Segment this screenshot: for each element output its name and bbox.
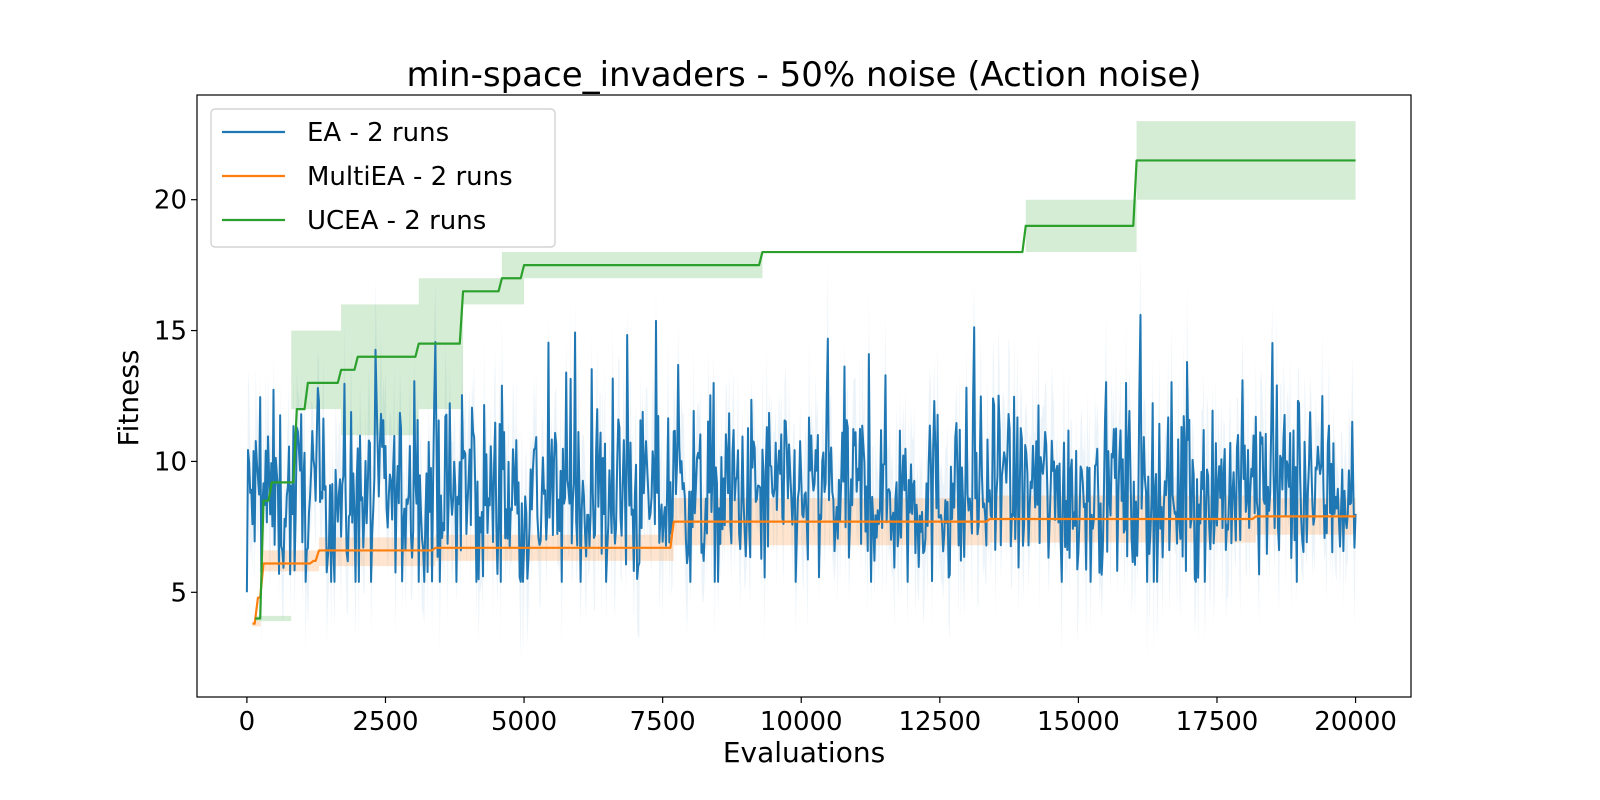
x-tick-label: 2500 [352, 707, 418, 737]
ucea-2-runs-band [255, 121, 1356, 622]
y-axis-ticks: 5 10 15 20 [154, 186, 197, 608]
ucea-2-runs-line [255, 159, 1356, 620]
y-tick-label: 15 [154, 317, 187, 347]
y-tick-label: 20 [154, 186, 187, 216]
x-tick-label: 5000 [491, 707, 557, 737]
y-tick-label: 10 [154, 447, 187, 477]
multiea-2-runs-legend-label: MultiEA - 2 runs [307, 162, 513, 192]
series-lines [245, 159, 1357, 625]
y-tick-label: 5 [170, 578, 187, 608]
x-axis-ticks: 0 2500 5000 7500 10000 12500 15000 17500 20000 [239, 697, 1397, 737]
x-tick-label: 10000 [760, 707, 843, 737]
legend: EA - 2 runs MultiEA - 2 runs UCEA - 2 runs [210, 108, 556, 248]
x-tick-label: 12500 [898, 707, 981, 737]
x-axis-label: Evaluations [723, 736, 885, 769]
x-tick-label: 17500 [1176, 707, 1259, 737]
x-tick-label: 15000 [1037, 707, 1120, 737]
y-axis-label: Fitness [112, 350, 145, 447]
x-tick-label: 20000 [1314, 707, 1397, 737]
x-tick-label: 7500 [630, 707, 696, 737]
x-tick-label: 0 [239, 707, 256, 737]
plot-frame [196, 94, 1412, 698]
legend-box [210, 108, 556, 248]
chart-title: min-space_invaders - 50% noise (Action n… [406, 55, 1201, 95]
ea-2-runs-line [245, 313, 1357, 593]
ea-2-runs-legend-label: EA - 2 runs [307, 118, 449, 148]
ucea-2-runs-legend-label: UCEA - 2 runs [307, 206, 486, 236]
